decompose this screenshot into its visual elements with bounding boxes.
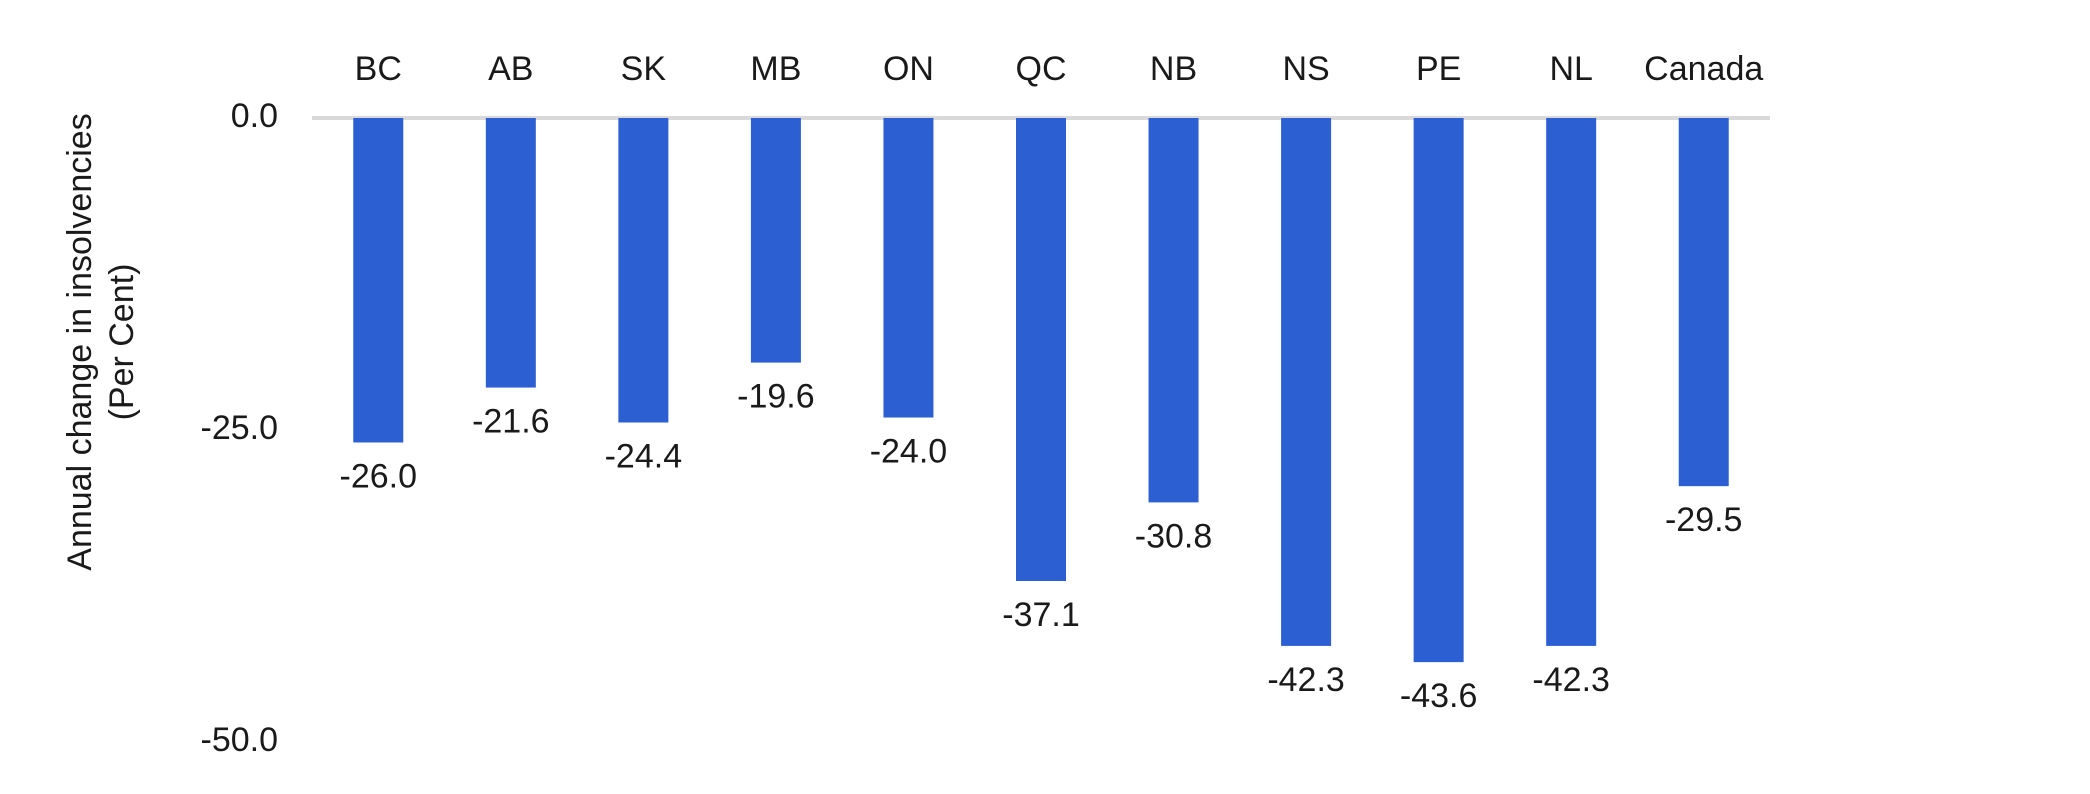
bar (618, 118, 669, 423)
data-label: -19.6 (737, 378, 815, 416)
category-label: NL (1549, 50, 1592, 88)
y-axis-title-line: Annual change in insolvencies (61, 113, 99, 570)
data-label: -26.0 (340, 457, 418, 495)
bar (1148, 118, 1199, 503)
category-label: AB (488, 50, 533, 88)
y-axis-title: Annual change in insolvencies (Per Cent) (61, 113, 141, 570)
data-label: -21.6 (472, 403, 550, 441)
data-labels: -26.0 -21.6 -24.4 -19.6 -24.0 -37.1 -30.8 -42.3… (340, 378, 1743, 716)
category-label: NS (1282, 50, 1329, 88)
data-label: -43.6 (1400, 677, 1478, 715)
bar (1016, 118, 1066, 582)
category-label: PE (1416, 50, 1461, 88)
category-label: SK (621, 50, 667, 88)
category-label: MB (750, 50, 801, 88)
bar (1546, 118, 1597, 646)
y-tick-label: 0.0 (231, 97, 278, 135)
bar (1678, 118, 1729, 487)
category-label: BC (355, 50, 402, 88)
bar (750, 118, 801, 363)
category-label: Canada (1644, 50, 1763, 88)
bar (1281, 118, 1332, 646)
data-label: -42.3 (1267, 661, 1345, 699)
bar (883, 118, 934, 418)
bar (353, 118, 404, 443)
category-labels: BC AB SK MB ON QC NB NS PE NL Canada (355, 50, 1764, 88)
data-label: -29.5 (1665, 501, 1743, 539)
data-label: -37.1 (1002, 596, 1080, 634)
data-label: -42.3 (1532, 661, 1610, 699)
category-label: QC (1016, 50, 1067, 88)
y-tick-label: -25.0 (201, 409, 279, 447)
bars (353, 118, 1729, 663)
y-tick-label: -50.0 (201, 721, 279, 759)
data-label: -24.0 (870, 433, 948, 471)
category-label: ON (883, 50, 934, 88)
data-label: -24.4 (605, 438, 683, 476)
y-axis-title-line: (Per Cent) (103, 264, 141, 421)
bar (485, 118, 536, 388)
y-axis-ticks: 0.0 -25.0 -50.0 (201, 97, 279, 759)
category-label: NB (1150, 50, 1197, 88)
data-label: -30.8 (1135, 517, 1213, 555)
bar (1413, 118, 1464, 663)
